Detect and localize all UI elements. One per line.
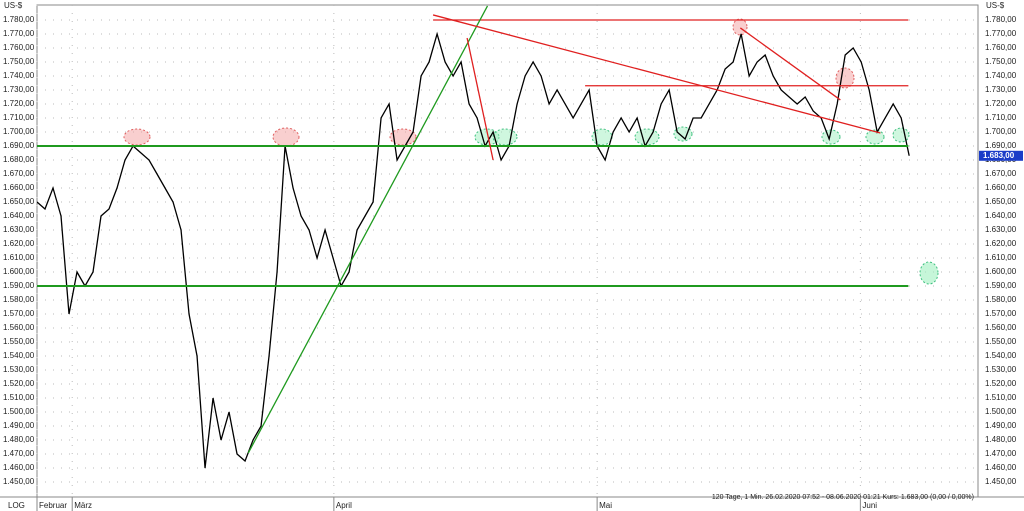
y-tick-label: 1.780,00 [985, 15, 1017, 24]
y-tick-label: 1.690,00 [985, 141, 1017, 150]
y-tick-label: 1.450,00 [985, 477, 1017, 486]
y-tick-label: 1.620,00 [985, 239, 1017, 248]
y-tick-label: 1.600,00 [985, 267, 1017, 276]
y-tick-label: 1.670,00 [3, 169, 35, 178]
y-tick-label: 1.470,00 [3, 449, 35, 458]
x-tick-label: Mai [599, 501, 612, 510]
y-tick-label: 1.780,00 [3, 15, 35, 24]
y-tick-label: 1.490,00 [3, 421, 35, 430]
y-tick-label: 1.520,00 [985, 379, 1017, 388]
x-tick-label: April [336, 501, 352, 510]
y-tick-label: 1.520,00 [3, 379, 35, 388]
y-tick-label: 1.700,00 [3, 127, 35, 136]
y-tick-label: 1.740,00 [3, 71, 35, 80]
y-tick-label: 1.640,00 [3, 211, 35, 220]
y-tick-label: 1.640,00 [985, 211, 1017, 220]
y-tick-label: 1.580,00 [3, 295, 35, 304]
y-tick-label: 1.720,00 [3, 99, 35, 108]
y-tick-label: 1.590,00 [3, 281, 35, 290]
y-tick-label: 1.670,00 [985, 169, 1017, 178]
y-tick-label: 1.730,00 [3, 85, 35, 94]
y-tick-label: 1.680,00 [3, 155, 35, 164]
highlight [732, 18, 748, 36]
highlight [865, 129, 885, 145]
y-tick-label: 1.590,00 [985, 281, 1017, 290]
y-tick-label: 1.710,00 [985, 113, 1017, 122]
highlight [673, 126, 693, 142]
y-tick-label: 1.660,00 [985, 183, 1017, 192]
y-unit: US-$ [4, 1, 23, 10]
y-tick-label: 1.500,00 [3, 407, 35, 416]
y-tick-label: 1.700,00 [985, 127, 1017, 136]
x-tick-label: März [74, 501, 92, 510]
y-tick-label: 1.550,00 [985, 337, 1017, 346]
y-tick-label: 1.540,00 [985, 351, 1017, 360]
y-tick-label: 1.480,00 [3, 435, 35, 444]
y-tick-label: 1.720,00 [985, 99, 1017, 108]
y-tick-label: 1.630,00 [985, 225, 1017, 234]
y-tick-label: 1.610,00 [985, 253, 1017, 262]
highlight [892, 127, 910, 143]
y-tick-label: 1.750,00 [985, 57, 1017, 66]
highlight [919, 261, 939, 285]
y-tick-label: 1.540,00 [3, 351, 35, 360]
y-tick-label: 1.600,00 [3, 267, 35, 276]
price-marker [979, 150, 1023, 161]
highlight [123, 128, 151, 146]
trend-line [247, 5, 489, 454]
x-tick-label: Februar [39, 501, 67, 510]
y-tick-label: 1.630,00 [3, 225, 35, 234]
y-tick-label: 1.760,00 [985, 43, 1017, 52]
y-tick-label: 1.650,00 [985, 197, 1017, 206]
y-tick-label: 1.740,00 [985, 71, 1017, 80]
trend-line [466, 37, 494, 161]
trend-line [432, 14, 881, 134]
plot [37, 5, 939, 469]
y-tick-label: 1.580,00 [985, 295, 1017, 304]
y-tick-label: 1.770,00 [985, 29, 1017, 38]
y-tick-label: 1.730,00 [985, 85, 1017, 94]
highlight [835, 67, 855, 89]
y-tick-label: 1.750,00 [3, 57, 35, 66]
y-tick-label: 1.770,00 [3, 29, 35, 38]
info-text: 120 Tage, 1 Min. 26.02.2020 07:52 - 08.0… [712, 494, 974, 501]
y-tick-label: 1.470,00 [985, 449, 1017, 458]
y-tick-label: 1.650,00 [3, 197, 35, 206]
y-tick-label: 1.530,00 [985, 365, 1017, 374]
price-label: 1.683,00 [983, 151, 1015, 160]
y-tick-label: 1.500,00 [985, 407, 1017, 416]
y-tick-label: 1.610,00 [3, 253, 35, 262]
y-tick-label: 1.550,00 [3, 337, 35, 346]
y-tick-label: 1.570,00 [3, 309, 35, 318]
y-tick-label: 1.560,00 [3, 323, 35, 332]
y-tick-label: 1.660,00 [3, 183, 35, 192]
y-tick-label: 1.710,00 [3, 113, 35, 122]
y-tick-label: 1.490,00 [985, 421, 1017, 430]
y-tick-label: 1.510,00 [985, 393, 1017, 402]
price-line [37, 31, 910, 469]
highlight [272, 127, 300, 147]
y-tick-label: 1.570,00 [985, 309, 1017, 318]
trend-line [739, 27, 841, 101]
y-tick-label: 1.460,00 [3, 463, 35, 472]
y-tick-label: 1.690,00 [3, 141, 35, 150]
y-tick-label: 1.450,00 [3, 477, 35, 486]
y-tick-label: 1.620,00 [3, 239, 35, 248]
x-tick-label: Juni [862, 501, 877, 510]
y-tick-label: 1.460,00 [985, 463, 1017, 472]
y-tick-label: 1.510,00 [3, 393, 35, 402]
y-tick-label: 1.560,00 [985, 323, 1017, 332]
y-tick-label: 1.530,00 [3, 365, 35, 374]
y-tick-label: 1.760,00 [3, 43, 35, 52]
axis-mode: LOG [8, 501, 25, 510]
y-unit: US-$ [986, 1, 1005, 10]
y-tick-label: 1.480,00 [985, 435, 1017, 444]
